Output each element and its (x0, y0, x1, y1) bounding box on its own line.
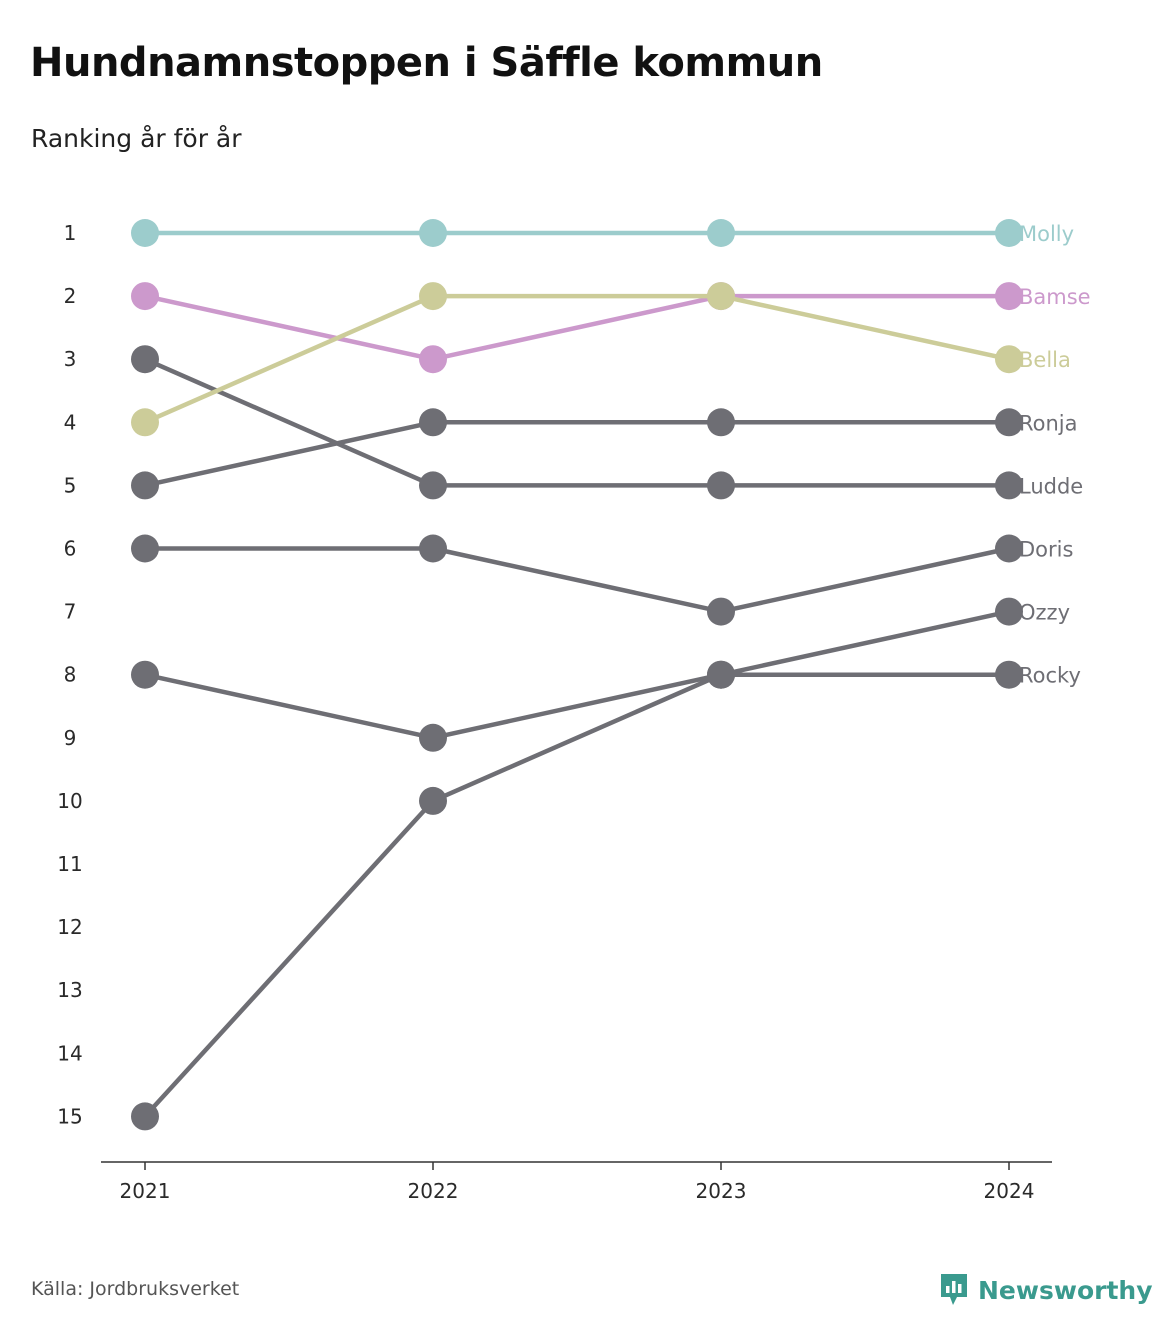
data-point-ronja[interactable] (419, 408, 447, 437)
data-point-ludde[interactable] (995, 471, 1023, 500)
chart-title: Hundnamnstoppen i Säffle kommun (30, 40, 823, 86)
y-tick-label: 12 (57, 915, 82, 939)
y-tick-label: 10 (57, 789, 82, 813)
data-point-rocky[interactable] (419, 723, 447, 752)
y-tick-label: 5 (64, 473, 77, 497)
series-layer: Ronja Ludde Doris Ozzy Rocky Molly Bamse Bella (131, 219, 1091, 1131)
data-point-bella[interactable] (131, 408, 159, 437)
y-tick-label: 15 (57, 1104, 82, 1128)
series-line-doris (145, 546, 1010, 614)
y-tick-label: 9 (64, 726, 77, 750)
series-label-ludde: Ludde (1019, 474, 1083, 498)
data-point-ronja[interactable] (995, 408, 1023, 437)
data-point-molly[interactable] (131, 219, 159, 247)
data-point-ronja[interactable] (707, 408, 735, 437)
data-point-ozzy[interactable] (419, 786, 447, 815)
series-ronja: Ronja (131, 408, 1078, 500)
series-molly: Molly (131, 219, 1074, 247)
y-tick-label: 3 (64, 347, 77, 371)
series-label-ozzy: Ozzy (1019, 601, 1070, 625)
series-rocky: Rocky (131, 660, 1081, 752)
y-tick-label: 14 (57, 1041, 82, 1065)
series-label-ronja: Ronja (1019, 411, 1078, 435)
series-line-ludde (144, 357, 1009, 488)
brand-logo[interactable]: Newsworthy (938, 1272, 1153, 1308)
source-note: Källa: Jordbruksverket (31, 1278, 240, 1300)
data-point-doris[interactable] (419, 534, 447, 563)
x-axis: 2021 2022 2023 2024 (101, 1161, 1052, 1203)
series-label-doris: Doris (1019, 538, 1073, 562)
series-ludde: Ludde (131, 345, 1083, 500)
data-point-ozzy[interactable] (131, 1102, 159, 1131)
series-doris: Doris (131, 534, 1073, 626)
data-point-rocky[interactable] (707, 660, 735, 689)
data-point-bella[interactable] (419, 282, 447, 311)
data-point-ludde[interactable] (131, 345, 159, 374)
newsworthy-logo-icon (941, 1274, 967, 1305)
y-tick-label: 6 (64, 537, 77, 561)
x-tick-label: 2022 (408, 1179, 459, 1203)
series-ozzy: Ozzy (131, 597, 1070, 1131)
brand-name: Newsworthy (978, 1275, 1153, 1305)
data-point-ronja[interactable] (131, 471, 159, 500)
data-point-molly[interactable] (419, 219, 447, 247)
data-point-doris[interactable] (131, 534, 159, 563)
data-point-doris[interactable] (995, 534, 1023, 563)
data-point-bella[interactable] (707, 282, 735, 311)
y-tick-label: 1 (64, 221, 77, 245)
x-tick-label: 2024 (984, 1179, 1035, 1203)
data-point-bamse[interactable] (995, 282, 1023, 311)
x-tick-label: 2021 (120, 1179, 171, 1203)
series-label-rocky: Rocky (1019, 664, 1081, 688)
data-point-ludde[interactable] (707, 471, 735, 500)
data-point-molly[interactable] (995, 219, 1023, 247)
data-point-doris[interactable] (707, 597, 735, 626)
data-point-rocky[interactable] (995, 660, 1023, 689)
data-point-bamse[interactable] (131, 282, 159, 311)
series-bella: Bella (131, 282, 1071, 437)
data-point-ludde[interactable] (419, 471, 447, 500)
data-point-rocky[interactable] (131, 660, 159, 689)
x-tick-label: 2023 (696, 1179, 747, 1203)
series-label-bella: Bella (1019, 348, 1071, 372)
chart-subtitle: Ranking år för år (31, 124, 242, 153)
data-point-bella[interactable] (995, 345, 1023, 374)
data-point-molly[interactable] (707, 219, 735, 247)
series-line-bamse (144, 293, 1009, 362)
y-tick-label: 13 (57, 978, 82, 1002)
y-tick-label: 2 (64, 284, 77, 308)
y-tick-label: 11 (57, 852, 82, 876)
y-tick-label: 4 (64, 410, 77, 434)
series-line-bella (144, 293, 1010, 425)
series-label-molly: Molly (1019, 222, 1074, 246)
y-tick-label: 8 (64, 663, 77, 687)
y-tick-label: 7 (64, 600, 77, 624)
series-label-bamse: Bamse (1019, 285, 1091, 309)
data-point-ozzy[interactable] (995, 597, 1023, 626)
series-line-ronja (144, 420, 1009, 488)
series-line-ozzy (143, 609, 1010, 1118)
data-point-bamse[interactable] (419, 345, 447, 374)
series-line-rocky (144, 672, 1009, 741)
